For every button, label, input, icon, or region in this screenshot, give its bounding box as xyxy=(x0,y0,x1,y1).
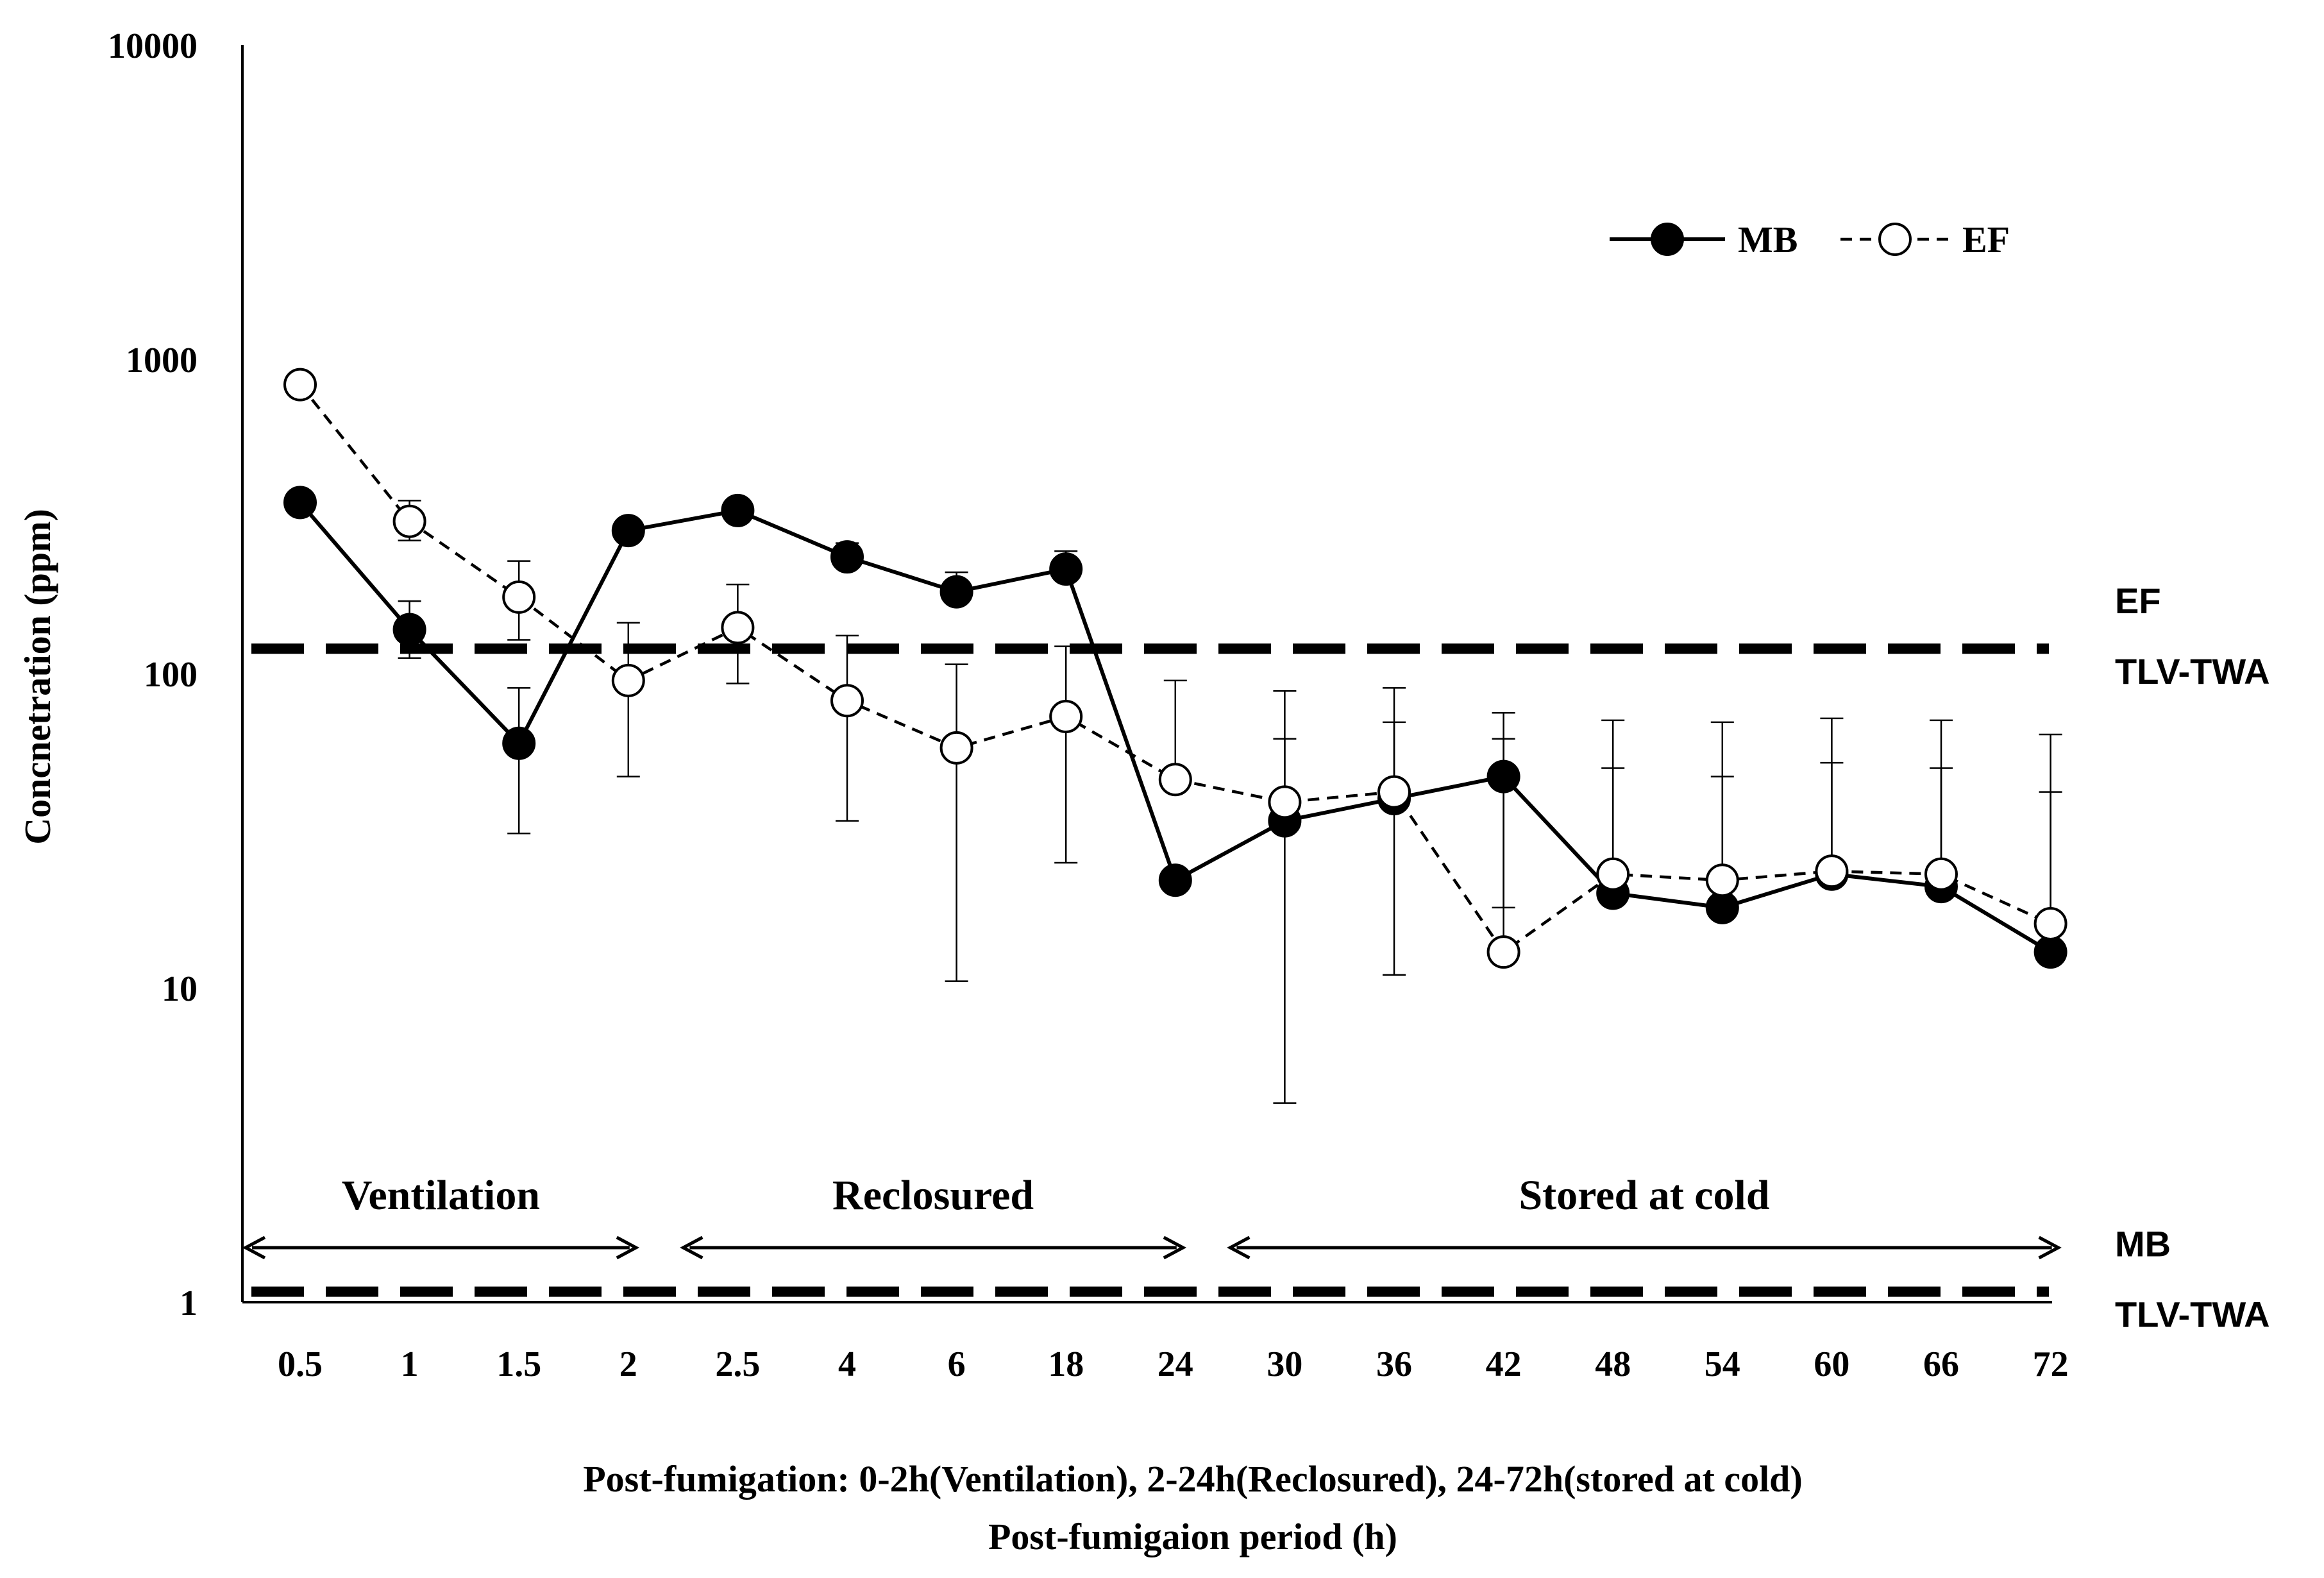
point-ef-0-5 xyxy=(283,368,317,402)
point-ef-30 xyxy=(1268,785,1302,819)
period-arrowhead-left-ventilation xyxy=(242,1235,266,1260)
period-label-reclosured: Reclosured xyxy=(832,1172,1034,1219)
point-mb-4 xyxy=(830,540,864,574)
point-mb-2 xyxy=(611,514,645,548)
axes: 10000 1000 100 10 1 0.5 1 1.5 2 2.5 4 6 18 24 30 36 42 48… xyxy=(108,26,2069,1384)
x-tick-label-2: 2 xyxy=(619,1345,637,1384)
point-mb-24 xyxy=(1158,863,1192,897)
point-ef-2-5 xyxy=(721,611,755,645)
x-tick-label-36: 36 xyxy=(1376,1345,1412,1384)
point-ef-54 xyxy=(1705,863,1739,897)
ref-label-ef-tlv-twa-line-1: EF xyxy=(2115,581,2161,621)
point-mb-0-5 xyxy=(283,486,317,520)
x-axis-label-line-2: Post-fumigaion period (h) xyxy=(988,1516,1397,1557)
legend: MB EF xyxy=(1610,219,2010,260)
point-ef-48 xyxy=(1596,857,1630,891)
x-tick-label-18: 18 xyxy=(1048,1345,1084,1384)
x-tick-label-1-5: 1.5 xyxy=(496,1345,541,1384)
point-ef-72 xyxy=(2034,906,2067,940)
x-tick-label-0-5: 0.5 xyxy=(278,1345,323,1384)
period-arrowhead-right-stored-at-cold xyxy=(2038,1235,2062,1260)
x-tick-label-66: 66 xyxy=(1923,1345,1959,1384)
point-ef-4 xyxy=(830,684,864,718)
period-arrowhead-right-reclosured xyxy=(1163,1235,1187,1260)
point-ef-42 xyxy=(1486,935,1520,969)
point-ef-18 xyxy=(1049,699,1083,733)
period-label-ventilation: Ventilation xyxy=(342,1172,540,1219)
period-arrowhead-left-stored-at-cold xyxy=(1227,1235,1250,1260)
legend-label-ef: EF xyxy=(1962,219,2010,260)
point-ef-66 xyxy=(1924,857,1958,891)
y-axis-label: Concnetration (ppm) xyxy=(17,509,58,845)
x-tick-label-54: 54 xyxy=(1705,1345,1740,1384)
x-tick-label-24: 24 xyxy=(1158,1345,1193,1384)
point-mb-1-5 xyxy=(502,726,536,760)
period-arrowhead-left-reclosured xyxy=(680,1235,703,1260)
error-bars xyxy=(398,500,2062,1104)
point-mb-1 xyxy=(392,613,426,647)
x-tick-label-30: 30 xyxy=(1267,1345,1302,1384)
series-line-ef xyxy=(299,384,2051,954)
period-arrowhead-right-ventilation xyxy=(616,1235,640,1260)
point-mb-18 xyxy=(1049,552,1083,586)
y-tick-label-100: 100 xyxy=(144,655,198,695)
point-ef-60 xyxy=(1815,854,1849,888)
point-ef-24 xyxy=(1158,763,1192,797)
x-tick-label-42: 42 xyxy=(1486,1345,1522,1384)
point-ef-2 xyxy=(611,663,645,697)
point-ef-36 xyxy=(1377,775,1411,809)
legend-label-mb: MB xyxy=(1738,219,1798,260)
ref-label-mb-tlv-twa-line-2: TLV-TWA xyxy=(2115,1294,2270,1335)
point-mb-42 xyxy=(1486,759,1520,793)
y-tick-label-10000: 10000 xyxy=(108,26,198,66)
x-tick-label-48: 48 xyxy=(1595,1345,1631,1384)
point-ef-1-5 xyxy=(502,580,536,614)
point-mb-6 xyxy=(939,575,973,609)
series xyxy=(283,368,2067,969)
y-tick-label-1: 1 xyxy=(180,1284,198,1323)
legend-marker-mb xyxy=(1651,223,1684,256)
x-tick-label-72: 72 xyxy=(2033,1345,2069,1384)
x-tick-label-6: 6 xyxy=(948,1345,966,1384)
ref-label-ef-tlv-twa-line-2: TLV-TWA xyxy=(2115,651,2270,691)
legend-marker-ef xyxy=(1878,223,1912,256)
period-annotations: Ventilation Reclosured Stored at cold xyxy=(242,1172,2062,1260)
point-ef-1 xyxy=(392,504,426,538)
period-label-stored-at-cold: Stored at cold xyxy=(1519,1172,1769,1219)
ref-label-mb-tlv-twa-line-1: MB xyxy=(2115,1224,2171,1264)
reference-lines: EF TLV-TWA MB TLV-TWA xyxy=(251,581,2270,1335)
y-tick-label-10: 10 xyxy=(162,969,198,1009)
x-tick-label-2-5: 2.5 xyxy=(715,1345,760,1384)
x-tick-label-1: 1 xyxy=(401,1345,419,1384)
point-mb-2-5 xyxy=(721,493,755,527)
x-tick-label-60: 60 xyxy=(1814,1345,1849,1384)
y-tick-label-1000: 1000 xyxy=(126,341,198,380)
point-ef-6 xyxy=(939,731,973,765)
point-mb-72 xyxy=(2034,935,2067,969)
x-tick-label-4: 4 xyxy=(838,1345,856,1384)
x-axis-label-line-1: Post-fumigation: 0-2h(Ventilation), 2-24… xyxy=(583,1458,1803,1500)
